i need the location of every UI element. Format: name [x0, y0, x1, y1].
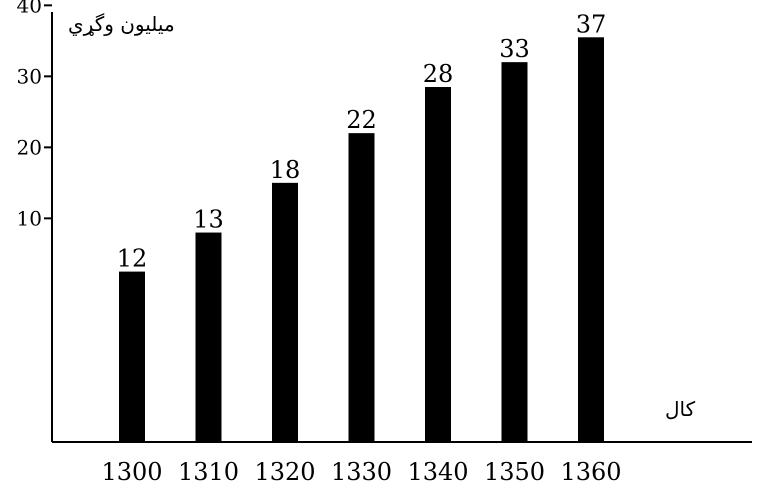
bar-value-label: 37 [576, 10, 607, 38]
bar-value-label: 22 [346, 106, 377, 134]
y-tick-label: 40 [17, 0, 42, 17]
x-category-label: 1350 [484, 458, 545, 486]
y-tick-label: 20 [17, 135, 42, 159]
y-tick-label: 30 [17, 64, 42, 88]
x-category-label: 1360 [560, 458, 621, 486]
x-axis-label: كال [665, 397, 696, 421]
bar [272, 182, 298, 442]
y-axis-label: ميليون وگړي [68, 12, 175, 37]
value-labels: 12 13 18 22 28 33 37 [117, 10, 607, 272]
x-category-label: 1330 [331, 458, 392, 486]
bar [425, 87, 451, 442]
bar-value-label: 18 [270, 156, 301, 184]
y-axis-ticks: 10 20 30 40 [17, 0, 52, 230]
bar-value-label: 28 [423, 60, 454, 88]
bar [578, 37, 604, 443]
bar-series [119, 37, 604, 443]
bar [195, 232, 222, 442]
x-category-label: 1310 [178, 458, 239, 486]
bar-value-label: 13 [193, 206, 224, 234]
bar [501, 62, 528, 443]
category-labels: 1300 1310 1320 1330 1340 1350 1360 [101, 458, 621, 486]
x-category-label: 1320 [254, 458, 315, 486]
bar-value-label: 12 [117, 245, 148, 273]
bar [119, 271, 145, 442]
x-category-label: 1300 [101, 458, 162, 486]
y-tick-label: 10 [17, 206, 42, 230]
x-category-label: 1340 [407, 458, 468, 486]
bar-value-label: 33 [499, 35, 530, 63]
bar [348, 133, 375, 442]
